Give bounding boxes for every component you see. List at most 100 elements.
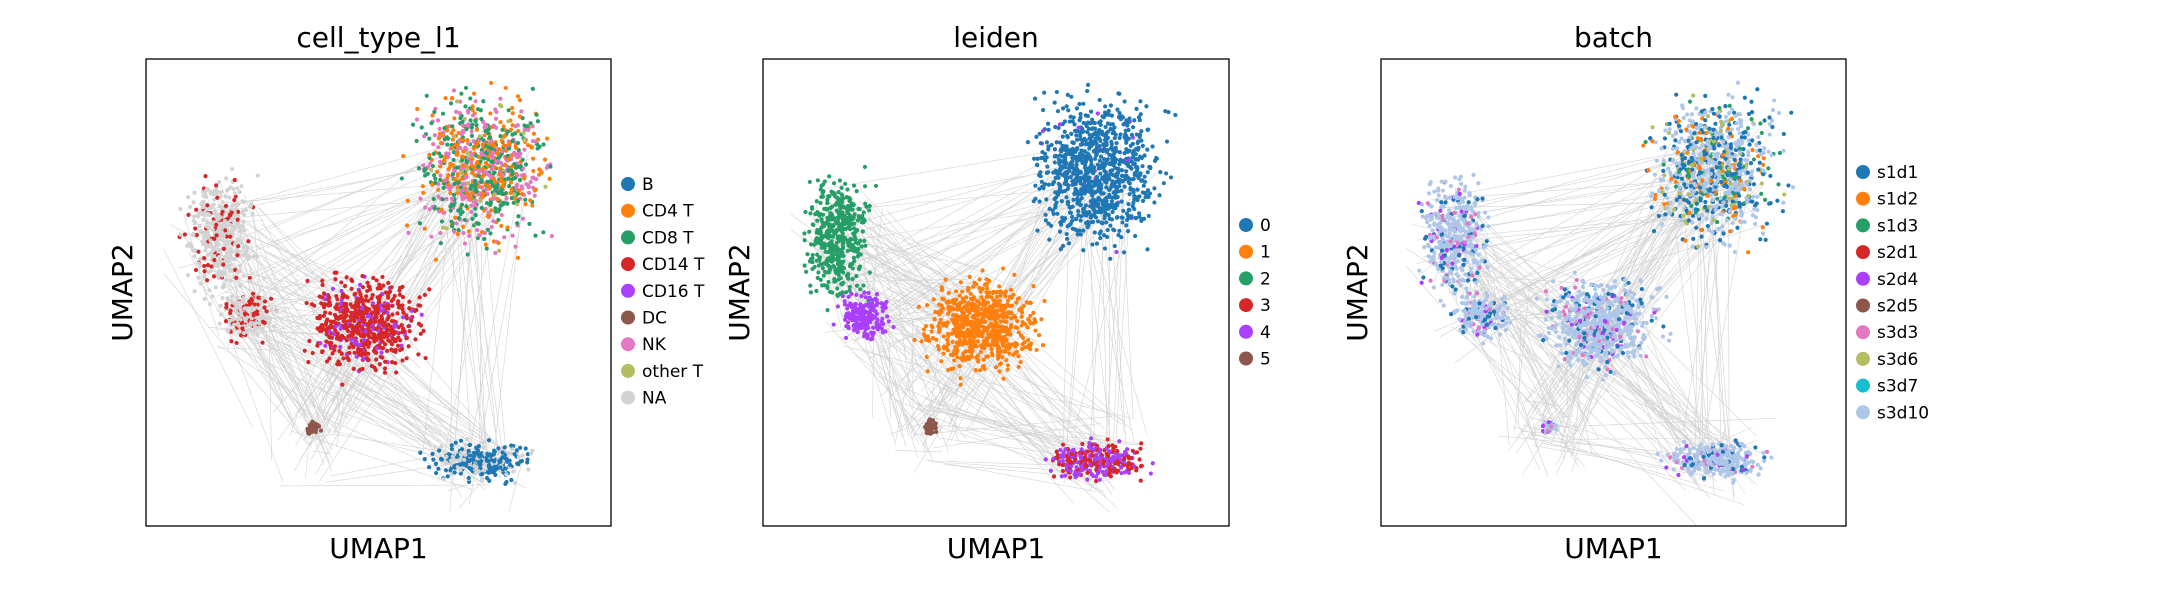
scatter-point (821, 273, 826, 278)
scatter-point (457, 139, 462, 144)
scatter-point (1047, 237, 1052, 242)
scatter-point (513, 124, 518, 129)
scatter-point (1124, 140, 1129, 145)
scatter-point (369, 319, 374, 325)
scatter-point (941, 334, 946, 339)
scatter-point (512, 451, 517, 457)
scatter-point (1050, 208, 1055, 213)
scatter-point (210, 227, 215, 232)
scatter-point (430, 182, 435, 187)
y-axis-label: UMAP2 (106, 243, 139, 342)
scatter-point (203, 242, 208, 247)
scatter-point (262, 299, 268, 304)
scatter-point (839, 225, 844, 230)
scatter-point (819, 245, 824, 250)
scatter-point (349, 337, 354, 342)
scatter-point (479, 205, 484, 210)
scatter-point (819, 194, 824, 200)
scatter-point (246, 254, 251, 259)
scatter-point (815, 275, 820, 280)
scatter-point (323, 343, 328, 348)
scatter-point (390, 336, 395, 341)
scatter-point (448, 204, 453, 209)
scatter-point (397, 292, 403, 297)
scatter-point (423, 355, 428, 361)
scatter-point (203, 173, 208, 179)
scatter-point (302, 348, 307, 353)
scatter-point (1068, 210, 1073, 215)
scatter-point (1107, 176, 1112, 181)
scatter-point (401, 310, 406, 315)
scatter-point (460, 187, 466, 193)
scatter-point (451, 128, 456, 133)
scatter-point (455, 173, 460, 178)
scatter-point (481, 99, 486, 104)
scatter-point (454, 152, 459, 157)
scatter-point (330, 319, 335, 325)
scatter-point (272, 324, 277, 329)
scatter-point (178, 206, 183, 212)
scatter-point (205, 219, 210, 224)
scatter-point (951, 301, 956, 306)
scatter-point (365, 314, 370, 319)
scatter-point (1119, 173, 1125, 178)
scatter-point (464, 127, 469, 132)
scatter-point (829, 239, 834, 244)
scatter-point (1064, 144, 1069, 149)
scatter-point (470, 113, 476, 118)
scatter-point (442, 459, 448, 464)
scatter-point (448, 468, 453, 473)
scatter-point (466, 122, 471, 127)
scatter-point (843, 181, 848, 186)
scatter-point (469, 196, 474, 201)
legend-marker (621, 230, 635, 245)
scatter-point (361, 315, 366, 320)
scatter-point (530, 86, 535, 91)
scatter-point (452, 168, 457, 173)
scatter-point (471, 91, 477, 96)
scatter-point (1059, 199, 1064, 204)
scatter-point (1005, 363, 1011, 368)
scatter-point (202, 255, 207, 261)
scatter-point (268, 296, 274, 301)
scatter-point (352, 341, 357, 346)
scatter-point (1043, 218, 1048, 223)
scatter-point (382, 304, 387, 309)
scatter-point (357, 342, 363, 347)
scatter-point (937, 321, 942, 326)
scatter-point (451, 229, 457, 234)
scatter-point (228, 234, 233, 239)
scatter-point (816, 270, 821, 275)
scatter-point (957, 293, 962, 298)
scatter-point (433, 461, 439, 467)
scatter-point (1096, 210, 1101, 215)
scatter-point (237, 283, 243, 288)
scatter-point (460, 163, 466, 168)
graph-edge (204, 149, 507, 217)
scatter-point (852, 259, 857, 264)
scatter-point (486, 172, 491, 178)
scatter-point (1107, 187, 1112, 192)
scatter-point (842, 235, 848, 240)
scatter-point (1117, 184, 1122, 189)
scatter-point (1133, 233, 1138, 239)
graph-edge (255, 245, 401, 316)
scatter-point (481, 191, 486, 196)
scatter-point (339, 280, 344, 285)
scatter-point (422, 292, 428, 297)
scatter-point (360, 366, 365, 372)
scatter-point (378, 345, 383, 350)
scatter-point (446, 167, 451, 172)
scatter-point (1113, 195, 1118, 200)
scatter-point (320, 278, 325, 283)
scatter-point (1112, 173, 1117, 178)
scatter-point (406, 344, 411, 349)
scatter-point (433, 180, 438, 185)
scatter-point (487, 135, 492, 140)
graph-edge (259, 295, 331, 464)
scatter-point (429, 234, 434, 239)
scatter-point (966, 286, 971, 291)
scatter-point (493, 116, 499, 121)
scatter-point (463, 104, 468, 109)
scatter-point (418, 196, 423, 201)
